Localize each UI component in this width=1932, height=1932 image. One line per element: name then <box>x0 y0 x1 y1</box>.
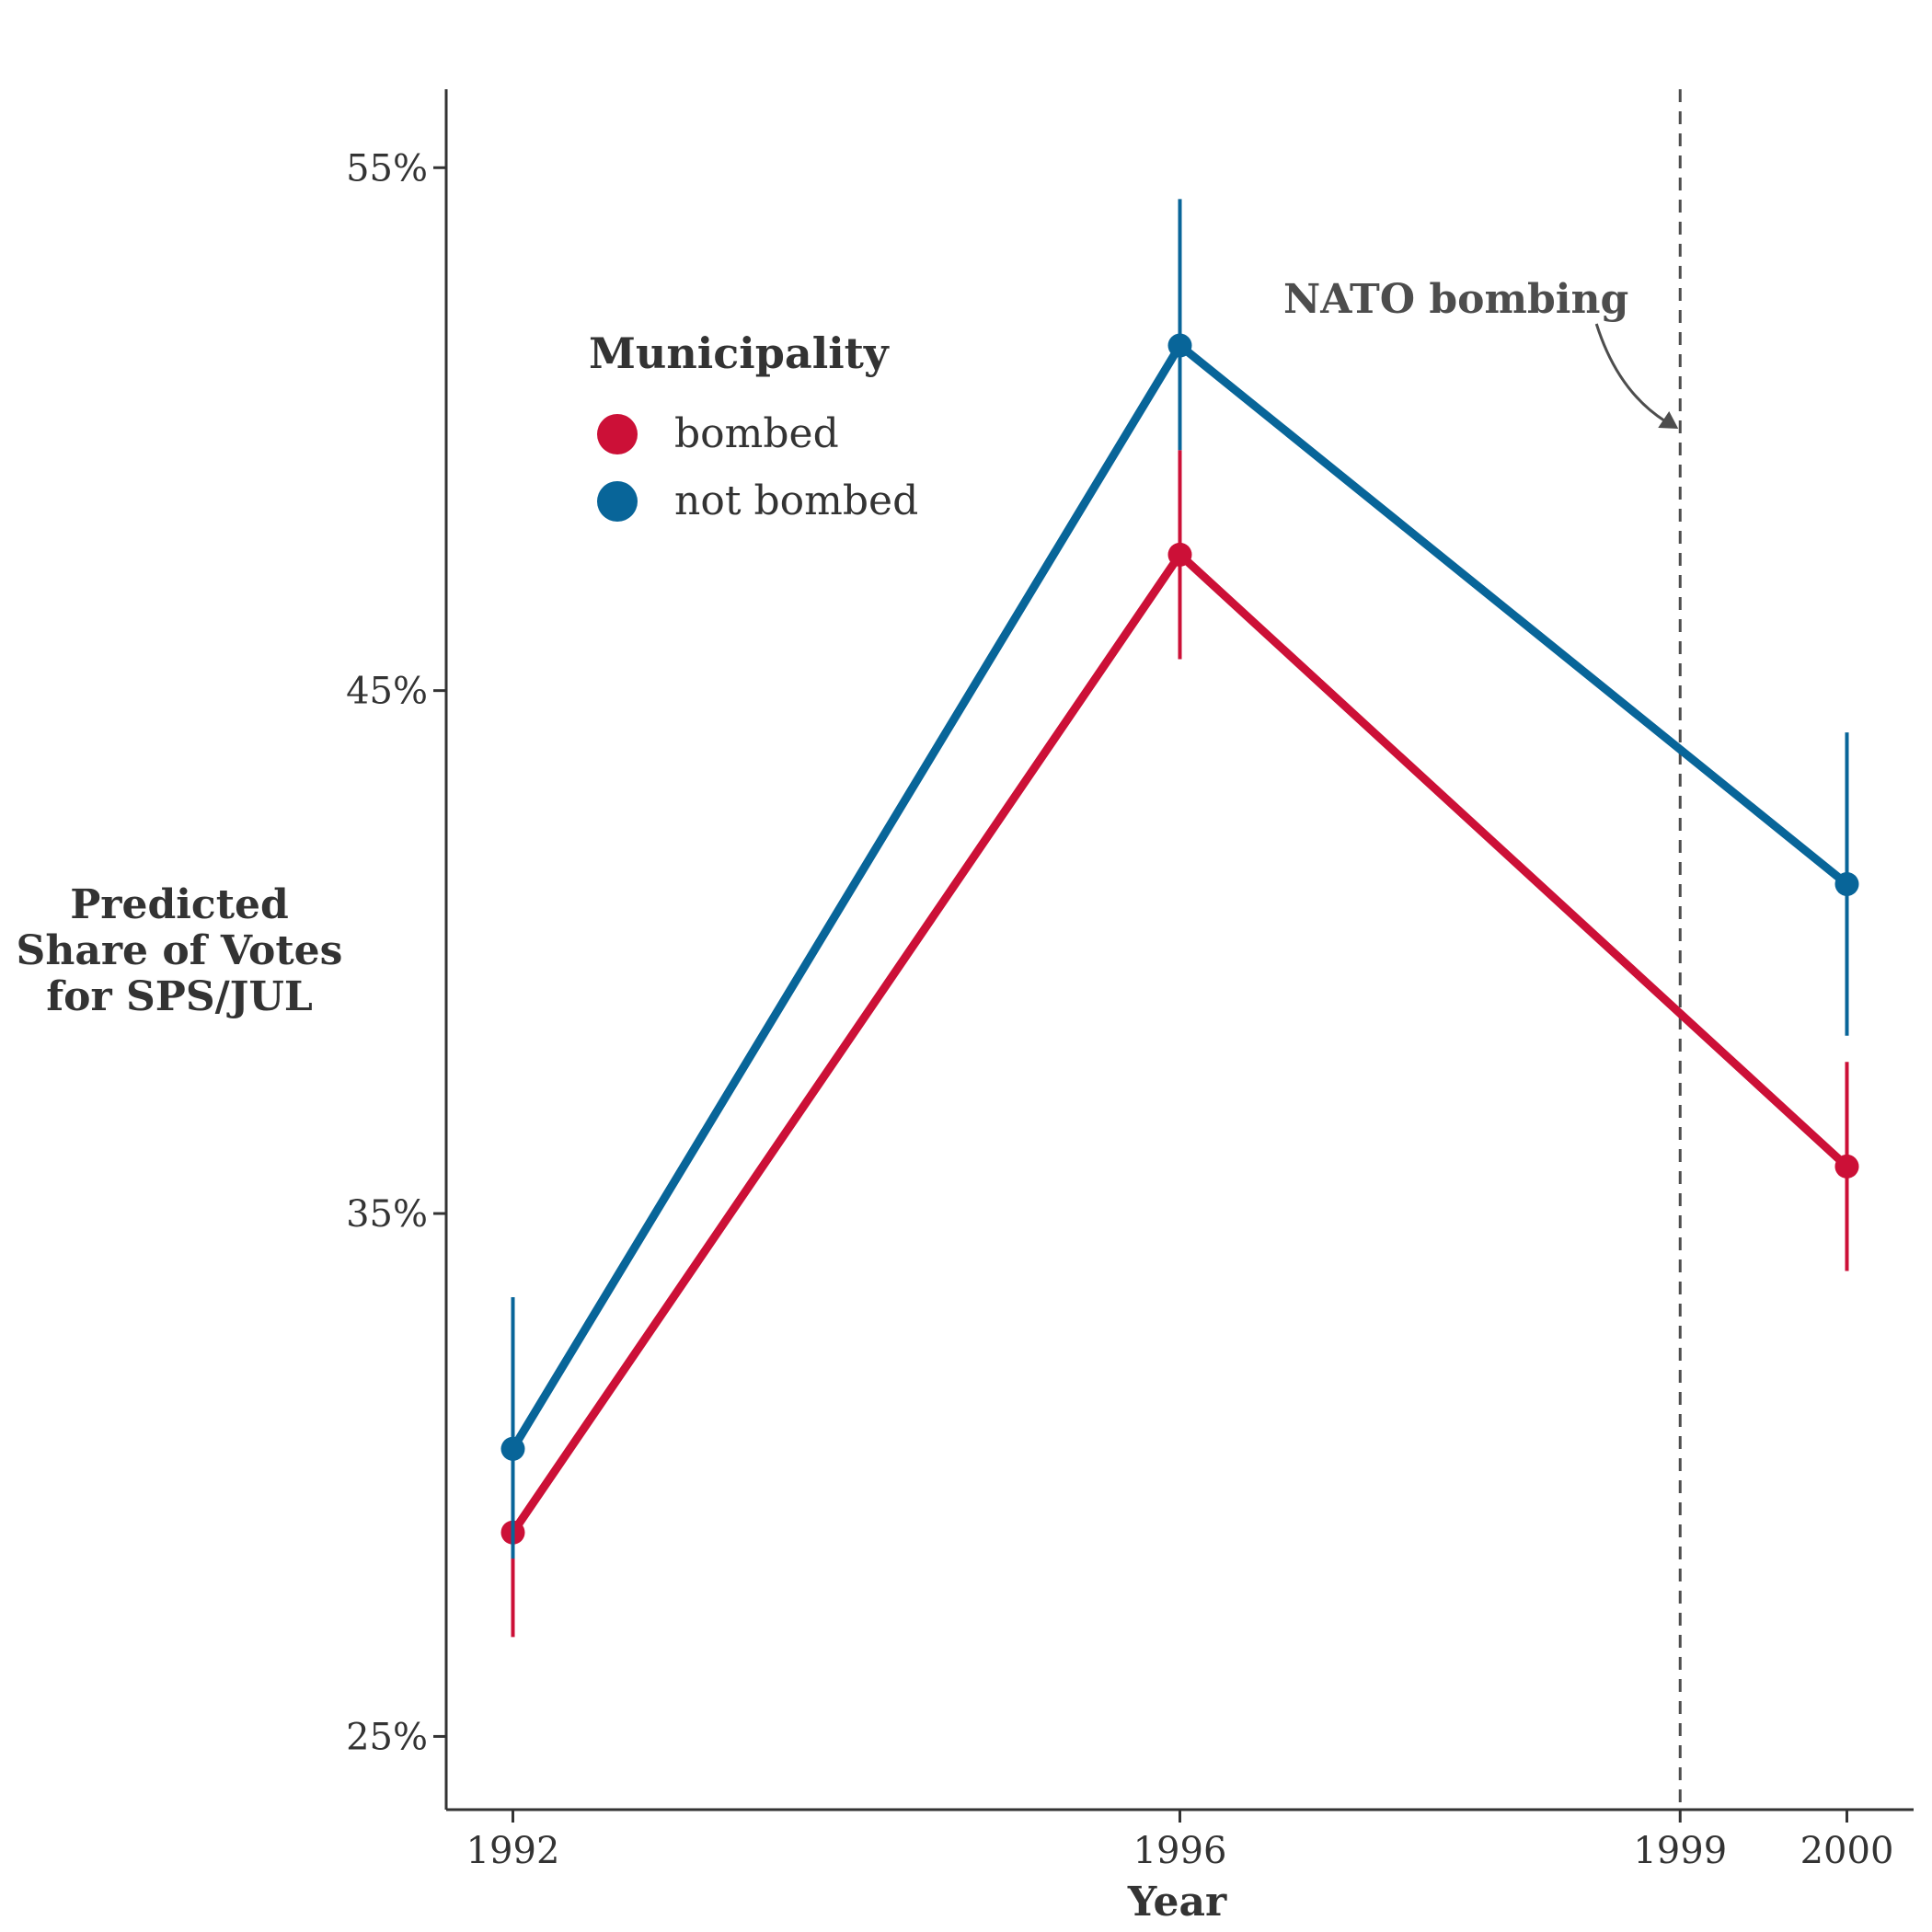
x-tick-label: 1999 <box>1633 1830 1727 1872</box>
series-layer <box>500 199 1859 1638</box>
legend-title: Municipality <box>589 328 890 378</box>
y-tick-label: 55% <box>346 147 428 190</box>
annotation-arrow <box>1594 323 1667 423</box>
y-tick-label: 45% <box>346 671 428 713</box>
series-not-bombed <box>500 199 1859 1559</box>
series-bombed <box>500 450 1859 1638</box>
data-point <box>1167 542 1192 567</box>
axes: 25% 35% 45% 55% 1992 1996 1999 2000 Year Predicte… <box>17 89 1914 1926</box>
y-axis-title: Predicted Share of Votes for SPS/JUL <box>17 881 343 1020</box>
legend-label: not bombed <box>674 477 918 524</box>
annotation-arrowhead <box>1658 411 1679 429</box>
x-tick-label: 1992 <box>466 1830 560 1872</box>
x-axis-title: Year <box>1127 1879 1227 1926</box>
x-tick-label: 2000 <box>1800 1830 1894 1872</box>
x-tick-label: 1996 <box>1133 1830 1227 1872</box>
series-line <box>509 550 1850 1535</box>
annotation-layer: NATO bombing <box>1283 89 1682 1810</box>
y-tick-label: 25% <box>346 1716 428 1758</box>
data-point <box>1167 333 1192 358</box>
y-axis-title-line: for SPS/JUL <box>46 973 313 1020</box>
legend-key <box>597 481 638 522</box>
legend: Municipality bombed not bombed <box>589 328 918 524</box>
y-axis-title-line: Predicted <box>70 881 289 928</box>
legend-label: bombed <box>674 410 839 457</box>
y-tick-label: 35% <box>346 1193 428 1236</box>
data-point <box>1834 1154 1859 1179</box>
data-point <box>1834 871 1859 896</box>
annotation-label: NATO bombing <box>1283 276 1628 323</box>
data-point <box>500 1436 525 1461</box>
y-axis-title-line: Share of Votes <box>17 927 343 974</box>
legend-key <box>597 414 638 454</box>
